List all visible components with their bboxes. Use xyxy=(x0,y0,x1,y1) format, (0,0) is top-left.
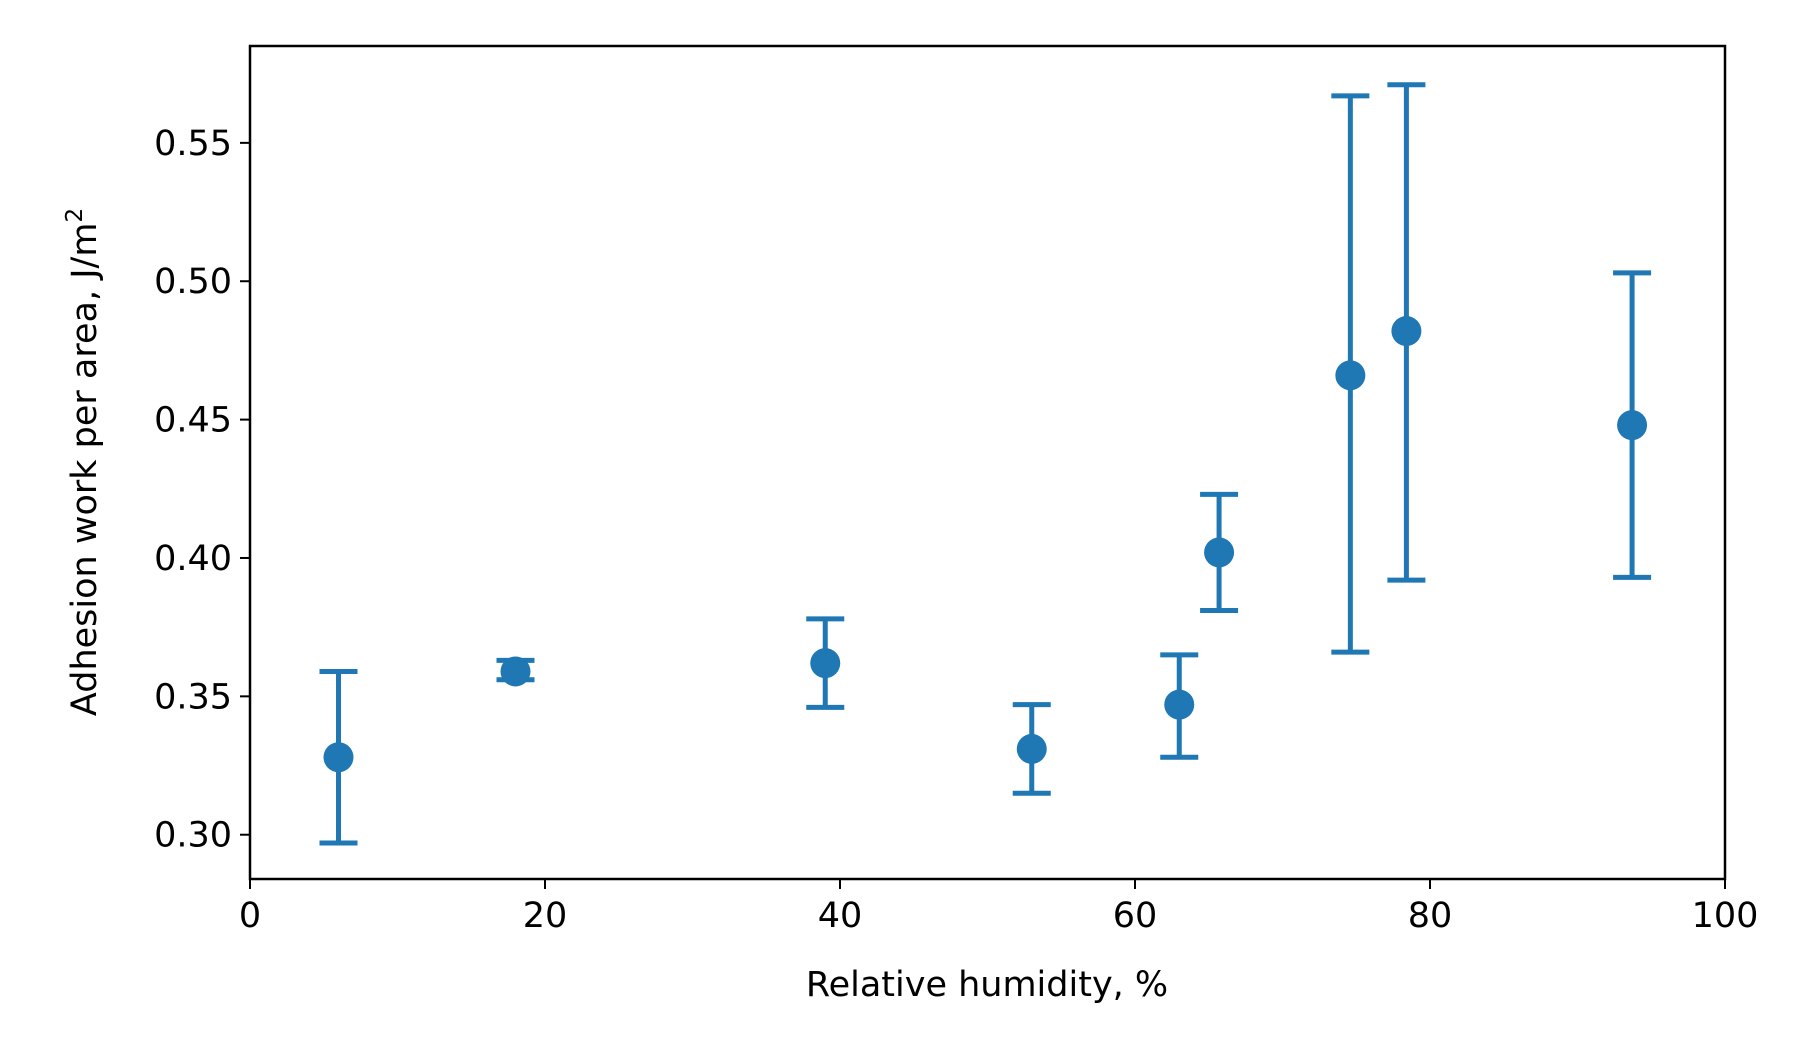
y-tick-label: 0.50 xyxy=(154,262,232,302)
x-axis-ticks: 0 20 40 60 80 100 xyxy=(239,879,1759,936)
data-series xyxy=(319,82,1652,846)
data-point xyxy=(1204,537,1235,568)
y-axis-title: Adhesion work per area, J/m2 xyxy=(62,208,105,716)
x-tick-label: 60 xyxy=(1113,896,1158,936)
x-tick-label: 40 xyxy=(818,896,863,936)
y-tick-label: 0.30 xyxy=(154,816,232,856)
x-axis-title: Relative humidity, % xyxy=(806,965,1168,1005)
data-point xyxy=(810,648,841,679)
y-tick-label: 0.45 xyxy=(154,401,232,441)
y-axis-title-superscript: 2 xyxy=(62,208,88,223)
x-tick-label: 20 xyxy=(523,896,568,936)
y-axis-ticks: 0.30 0.35 0.40 0.45 0.50 0.55 xyxy=(154,124,250,856)
y-tick-label: 0.40 xyxy=(154,539,232,579)
y-tick-label: 0.35 xyxy=(154,677,232,717)
data-point xyxy=(1617,410,1648,441)
y-tick-label: 0.55 xyxy=(154,124,232,164)
y-axis-title-text: Adhesion work per area, J/m xyxy=(65,223,105,717)
data-point xyxy=(323,742,354,773)
plot-frame xyxy=(248,44,1727,881)
data-point xyxy=(1391,316,1422,347)
x-tick-label: 80 xyxy=(1408,896,1453,936)
data-point xyxy=(1016,733,1047,764)
x-tick-label: 0 xyxy=(239,896,261,936)
x-tick-label: 100 xyxy=(1692,896,1759,936)
data-point xyxy=(1335,360,1366,391)
data-point xyxy=(1164,689,1195,720)
data-point xyxy=(500,656,531,687)
